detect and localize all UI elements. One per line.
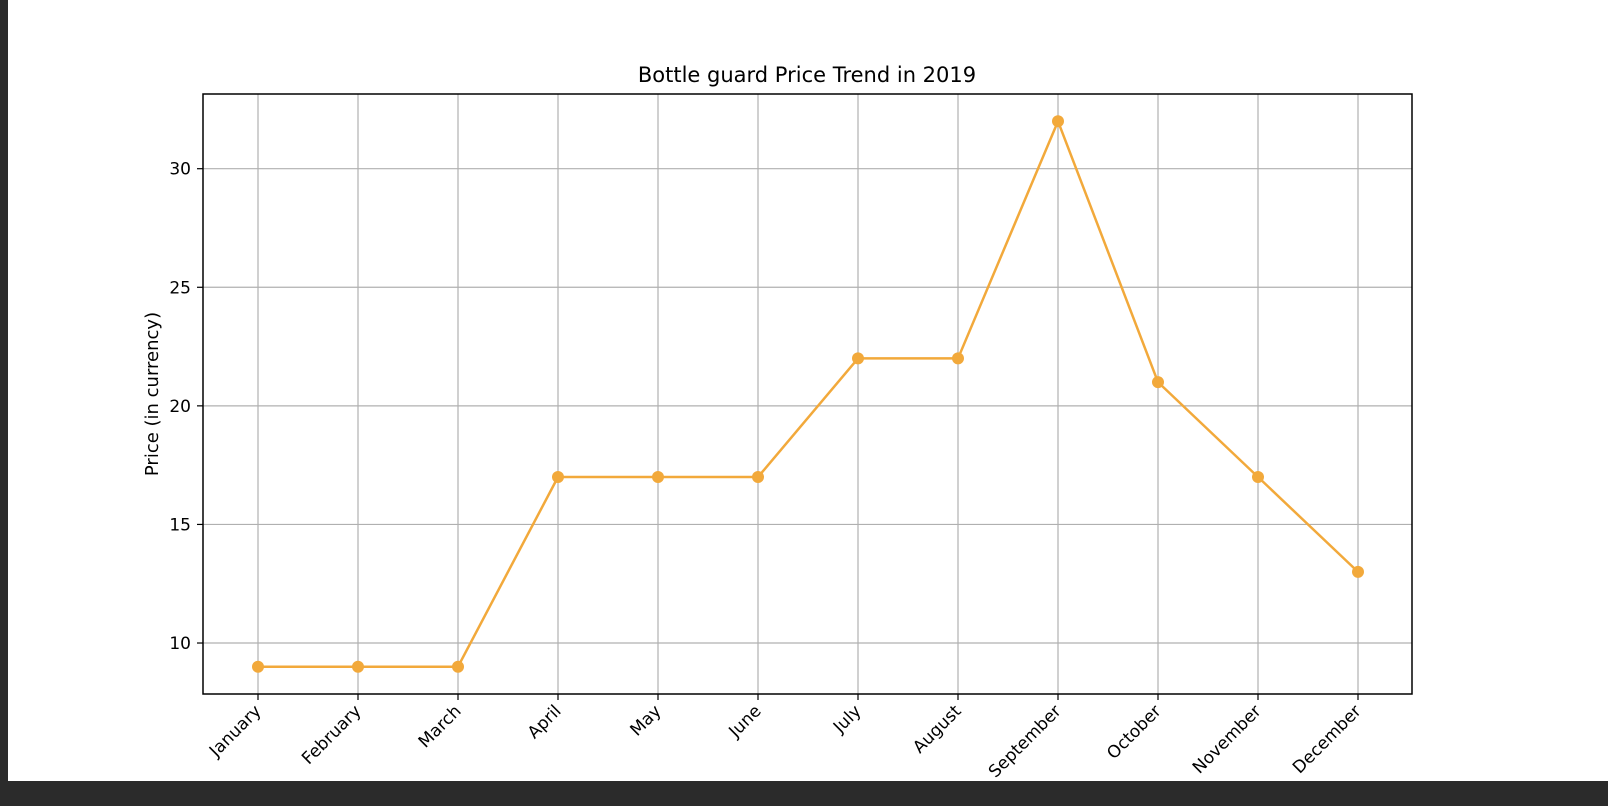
chart-title: Bottle guard Price Trend in 2019 — [638, 63, 976, 87]
data-point-marker — [1352, 565, 1364, 578]
x-tick-label: November — [1189, 701, 1266, 778]
x-tick-label: October — [1103, 701, 1165, 763]
data-point-marker — [752, 471, 764, 484]
data-point-marker — [1252, 471, 1264, 484]
x-tick-label: June — [725, 701, 766, 742]
y-axis-ticks: 10 15 20 25 30 — [169, 160, 203, 654]
x-tick-label: March — [415, 701, 466, 752]
grid-lines — [203, 94, 1412, 694]
plot-area-border — [202, 93, 1413, 695]
x-tick-label: April — [524, 701, 566, 743]
x-tick-label: January — [205, 701, 265, 761]
data-point-marker — [1152, 376, 1164, 389]
x-tick-label: February — [298, 701, 365, 768]
data-point-marker — [452, 660, 464, 673]
x-tick-label: July — [829, 701, 865, 737]
x-tick-label: September — [985, 701, 1066, 781]
window-frame-bottom — [0, 781, 1608, 806]
chart-canvas: Bottle guard Price Trend in 2019 10 15 20 2… — [8, 0, 1608, 781]
window-frame-left — [0, 0, 8, 806]
x-tick-label: August — [909, 701, 965, 757]
y-axis-label: Price (in currency) — [142, 312, 163, 476]
data-point-marker — [652, 471, 664, 484]
series-line — [258, 120, 1359, 668]
data-point-marker — [252, 660, 264, 673]
y-tick-label: 20 — [169, 397, 191, 417]
x-axis-ticks: January February March April May June July Augu… — [205, 694, 1366, 781]
y-tick-label: 30 — [169, 160, 191, 180]
x-tick-label: December — [1289, 701, 1365, 777]
data-point-marker — [352, 660, 364, 673]
line-chart: Bottle guard Price Trend in 2019 10 15 20 2… — [142, 63, 1413, 781]
y-tick-label: 10 — [169, 634, 191, 654]
series-layer — [252, 115, 1364, 673]
data-point-marker — [552, 471, 564, 484]
data-point-marker — [1052, 115, 1064, 128]
data-point-marker — [952, 352, 964, 365]
y-tick-label: 25 — [169, 278, 191, 298]
y-tick-label: 15 — [169, 515, 191, 535]
x-tick-label: May — [627, 701, 666, 740]
data-point-marker — [852, 352, 864, 365]
